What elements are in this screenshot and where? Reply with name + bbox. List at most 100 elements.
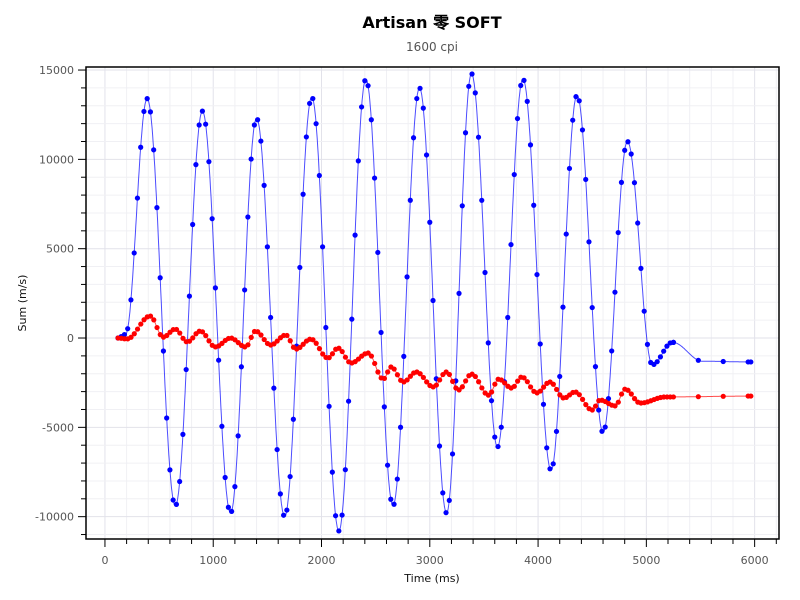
data-point-blue — [631, 180, 638, 186]
data-point-blue — [625, 139, 631, 145]
data-point-blue — [138, 144, 144, 150]
data-point-blue — [570, 117, 576, 123]
data-point-red — [180, 335, 186, 341]
data-point-red — [618, 391, 625, 397]
data-point-blue — [216, 357, 222, 363]
y-tick-label: 10000 — [39, 153, 74, 166]
data-point-red — [589, 407, 595, 413]
data-point-red — [206, 338, 212, 344]
data-point-red — [287, 338, 293, 344]
data-point-red — [372, 360, 378, 367]
data-point-blue — [352, 232, 358, 238]
data-point-blue — [319, 244, 326, 250]
data-point-blue — [358, 104, 365, 110]
data-point-blue — [307, 100, 313, 107]
y-tick-label: -10000 — [35, 511, 74, 524]
data-point-red — [540, 384, 547, 390]
data-point-blue — [537, 341, 543, 347]
data-point-red — [631, 396, 638, 402]
data-point-blue — [508, 241, 514, 248]
data-point-blue — [479, 197, 485, 203]
data-point-red — [720, 393, 726, 399]
data-point-blue — [121, 332, 128, 338]
data-point-blue — [670, 339, 677, 345]
data-point-blue — [540, 401, 547, 407]
data-point-red — [492, 381, 498, 387]
data-point-red — [511, 383, 517, 389]
data-point-red — [615, 399, 621, 405]
data-point-blue — [134, 195, 141, 201]
data-point-blue — [196, 122, 202, 128]
data-point-red — [316, 346, 323, 352]
data-point-blue — [592, 364, 599, 370]
data-point-blue — [401, 353, 407, 359]
data-point-blue — [462, 130, 469, 136]
data-point-blue — [586, 239, 592, 245]
data-point-red — [528, 384, 534, 390]
data-point-blue — [170, 497, 176, 503]
data-point-red — [274, 338, 280, 344]
data-point-blue — [404, 274, 410, 280]
data-point-blue — [417, 85, 423, 91]
data-point-blue — [235, 433, 241, 439]
data-point-blue — [550, 461, 556, 467]
data-point-red — [365, 350, 371, 356]
data-point-blue — [287, 473, 293, 480]
data-point-blue — [297, 264, 303, 271]
data-point-blue — [375, 249, 381, 256]
data-point-blue — [180, 431, 186, 437]
data-point-blue — [492, 434, 498, 440]
data-point-red — [173, 326, 180, 333]
data-point-blue — [544, 445, 550, 451]
data-point-red — [476, 379, 482, 385]
data-point-blue — [534, 271, 540, 278]
data-point-red — [463, 378, 469, 384]
data-point-blue — [154, 205, 160, 211]
data-point-red — [695, 394, 701, 400]
data-point-red — [391, 366, 397, 372]
data-point-red — [450, 378, 456, 384]
data-point-blue — [436, 443, 443, 449]
data-point-red — [177, 330, 183, 336]
x-tick-label: 2000 — [308, 554, 336, 567]
data-point-blue — [323, 324, 329, 331]
data-point-blue — [141, 108, 147, 115]
data-point-red — [479, 385, 485, 391]
chart-subtitle: 1600 cpi — [406, 40, 458, 54]
data-point-blue — [274, 446, 280, 453]
data-point-blue — [566, 165, 573, 172]
data-point-blue — [242, 287, 248, 293]
data-point-red — [375, 369, 381, 375]
data-point-red — [342, 354, 349, 360]
data-point-blue — [310, 95, 316, 102]
data-point-blue — [183, 366, 189, 373]
data-point-red — [524, 379, 530, 385]
data-point-red — [385, 369, 391, 375]
data-point-blue — [407, 197, 413, 203]
data-point-blue — [300, 191, 306, 197]
data-point-blue — [255, 117, 261, 123]
data-point-red — [248, 334, 254, 340]
data-point-blue — [440, 490, 446, 496]
data-point-blue — [225, 504, 231, 510]
data-point-red — [489, 389, 495, 395]
data-point-red — [164, 332, 170, 339]
data-point-red — [154, 324, 160, 331]
data-point-blue — [206, 159, 212, 165]
data-point-red — [131, 331, 137, 337]
data-point-blue — [199, 108, 206, 114]
data-point-blue — [329, 469, 335, 475]
data-point-red — [592, 403, 599, 409]
data-point-red — [255, 329, 261, 335]
data-point-blue — [573, 94, 579, 100]
data-point-red — [199, 329, 206, 335]
series-line-blue — [117, 72, 751, 532]
data-point-blue — [664, 343, 670, 349]
data-point-blue — [209, 216, 215, 222]
data-point-blue — [332, 513, 339, 519]
data-point-red — [550, 381, 556, 387]
data-point-blue — [443, 510, 449, 516]
data-point-red — [128, 334, 134, 340]
data-point-blue — [365, 83, 371, 89]
